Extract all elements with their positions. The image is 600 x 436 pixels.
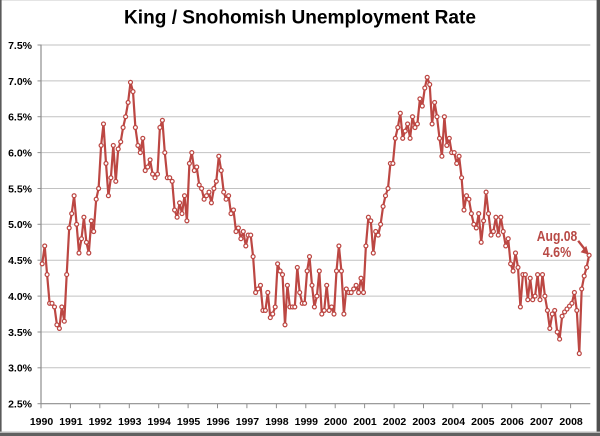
- svg-text:2002: 2002: [383, 416, 407, 428]
- svg-text:6.0%: 6.0%: [8, 148, 33, 160]
- svg-text:2007: 2007: [530, 416, 554, 428]
- svg-text:2003: 2003: [412, 416, 436, 428]
- svg-text:1998: 1998: [265, 416, 289, 428]
- svg-text:1993: 1993: [118, 416, 142, 428]
- svg-text:1991: 1991: [59, 416, 83, 428]
- svg-text:1999: 1999: [295, 416, 319, 428]
- svg-text:4.5%: 4.5%: [8, 255, 33, 267]
- svg-text:6.5%: 6.5%: [8, 112, 33, 124]
- svg-text:2001: 2001: [353, 416, 377, 428]
- svg-text:1997: 1997: [236, 416, 260, 428]
- svg-text:5.5%: 5.5%: [8, 183, 33, 195]
- svg-text:4.0%: 4.0%: [8, 291, 33, 303]
- svg-text:2.5%: 2.5%: [8, 399, 33, 411]
- svg-text:2006: 2006: [501, 416, 525, 428]
- svg-text:2000: 2000: [324, 416, 348, 428]
- svg-text:2004: 2004: [442, 416, 466, 428]
- svg-text:2008: 2008: [559, 416, 583, 428]
- svg-text:7.0%: 7.0%: [8, 76, 33, 88]
- svg-text:King / Snohomish Unemployment: King / Snohomish Unemployment Rate: [124, 7, 476, 29]
- svg-text:Aug.08: Aug.08: [537, 228, 578, 245]
- svg-text:1996: 1996: [206, 416, 230, 428]
- svg-text:1994: 1994: [148, 416, 172, 428]
- svg-text:2005: 2005: [471, 416, 495, 428]
- svg-text:1995: 1995: [177, 416, 201, 428]
- svg-text:7.5%: 7.5%: [8, 40, 33, 52]
- svg-text:3.5%: 3.5%: [8, 327, 33, 339]
- svg-text:1990: 1990: [30, 416, 54, 428]
- svg-text:1992: 1992: [89, 416, 113, 428]
- svg-text:3.0%: 3.0%: [8, 363, 33, 375]
- svg-text:5.0%: 5.0%: [8, 219, 33, 231]
- svg-text:4.6%: 4.6%: [543, 244, 572, 261]
